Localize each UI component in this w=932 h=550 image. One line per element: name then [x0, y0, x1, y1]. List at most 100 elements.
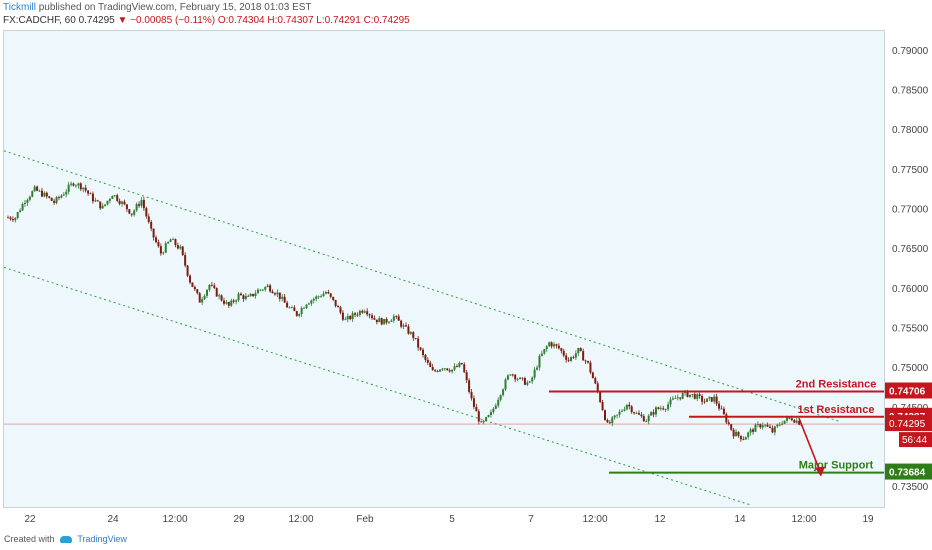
- candle-body: [710, 397, 713, 402]
- tradingview-link[interactable]: TradingView: [77, 534, 127, 544]
- candle-body: [196, 289, 199, 294]
- candle-body: [499, 395, 502, 400]
- candle-body: [191, 282, 194, 287]
- candle-body: [77, 183, 80, 186]
- candle-body: [322, 293, 325, 297]
- candle-body: [698, 394, 701, 397]
- candle-body: [371, 315, 374, 319]
- candle-body: [206, 289, 208, 296]
- candle-body: [244, 295, 247, 300]
- created-with: Created with TradingView: [4, 534, 127, 544]
- candle-body: [540, 353, 543, 356]
- candle-body: [550, 342, 553, 347]
- candle-body: [795, 420, 798, 423]
- level-label: 2nd Resistance: [796, 378, 877, 390]
- candle-body: [79, 183, 82, 190]
- candle-body: [608, 422, 611, 424]
- candle-body: [356, 314, 359, 316]
- candle-body: [562, 350, 565, 356]
- candle-body: [315, 296, 318, 300]
- publisher-link[interactable]: Tickmill: [3, 2, 36, 13]
- candle-body: [732, 429, 735, 437]
- candle-body: [368, 314, 371, 316]
- candle-body: [65, 191, 68, 195]
- candle-body: [548, 342, 551, 347]
- candle-body: [123, 201, 126, 205]
- candle-body: [162, 252, 165, 254]
- y-tick-label: 0.73500: [892, 482, 929, 493]
- candle-body: [647, 415, 650, 422]
- candle-body: [577, 347, 580, 354]
- candle-body: [133, 210, 136, 215]
- candle-body: [533, 369, 536, 378]
- candle-body: [45, 192, 48, 197]
- candle-body: [591, 372, 594, 379]
- candle-body: [50, 197, 53, 201]
- candle-body: [531, 377, 534, 382]
- candle-body: [424, 354, 427, 360]
- candle-body: [349, 316, 352, 320]
- candle-body: [409, 332, 412, 334]
- candle-body: [222, 300, 225, 304]
- candle-body: [295, 311, 298, 316]
- low-value: L:0.74291: [316, 15, 361, 26]
- candle-body: [87, 190, 90, 194]
- price-axis[interactable]: 0.79000 0.78500 0.78000 0.77500 0.77000 0.765…: [885, 30, 932, 508]
- candle-body: [179, 246, 182, 249]
- candle-body: [104, 204, 107, 206]
- candle-body: [438, 369, 441, 372]
- candle-body: [286, 302, 289, 308]
- candle-body: [625, 404, 628, 410]
- candle-body: [40, 190, 43, 197]
- candle-body: [722, 408, 725, 415]
- candle-body: [130, 213, 133, 215]
- candle-body: [764, 424, 767, 426]
- candle-body: [395, 316, 398, 317]
- candle-body: [91, 193, 94, 202]
- candle-body: [623, 409, 626, 411]
- time-axis-canvas: 22 24 12:00 29 12:00 Feb 5 7 12:00 12 14 12:00 19: [24, 514, 874, 525]
- candle-body: [89, 193, 92, 195]
- candle-body: [305, 304, 308, 308]
- candle-body: [773, 426, 776, 433]
- candle-body: [523, 378, 526, 385]
- candle-body: [14, 217, 17, 221]
- close-value: C:0.74295: [363, 15, 410, 26]
- candle-body: [290, 307, 293, 309]
- candle-body: [528, 381, 531, 383]
- candle-body: [232, 300, 235, 302]
- candle-body: [239, 293, 242, 296]
- candle-body: [159, 246, 162, 254]
- candle-body: [82, 187, 85, 190]
- candle-body: [642, 416, 645, 422]
- time-axis[interactable]: 22 24 12:00 29 12:00 Feb 5 7 12:00 12 14 12:00 19: [3, 508, 885, 528]
- candle-body: [431, 366, 434, 371]
- candle-body: [53, 200, 56, 203]
- candle-body: [618, 411, 621, 415]
- candle-body: [57, 197, 60, 198]
- candle-body: [572, 357, 575, 358]
- candle-body: [407, 326, 410, 334]
- candle-body: [184, 255, 187, 266]
- candle-body: [167, 241, 170, 244]
- candle-body: [601, 401, 604, 411]
- candle-body: [504, 379, 507, 390]
- candle-body: [650, 412, 653, 416]
- candle-body: [630, 406, 633, 413]
- candle-body: [19, 210, 22, 213]
- candle-body: [55, 197, 58, 203]
- candle-body: [220, 295, 223, 301]
- candle-body: [36, 186, 39, 191]
- candle-body: [705, 398, 708, 402]
- plot-area[interactable]: 2nd Resistance 1st Resistance Major Suppor…: [3, 30, 885, 508]
- candle-body: [538, 355, 541, 368]
- x-tick-label: 29: [233, 514, 245, 525]
- candle-body: [121, 201, 124, 204]
- candle-body: [128, 209, 131, 214]
- candle-body: [373, 318, 376, 320]
- open-value: O:0.74304: [217, 15, 265, 26]
- candle-body: [756, 424, 759, 426]
- candle-body: [793, 420, 796, 423]
- candle-body: [419, 347, 422, 350]
- candle-body: [744, 437, 747, 440]
